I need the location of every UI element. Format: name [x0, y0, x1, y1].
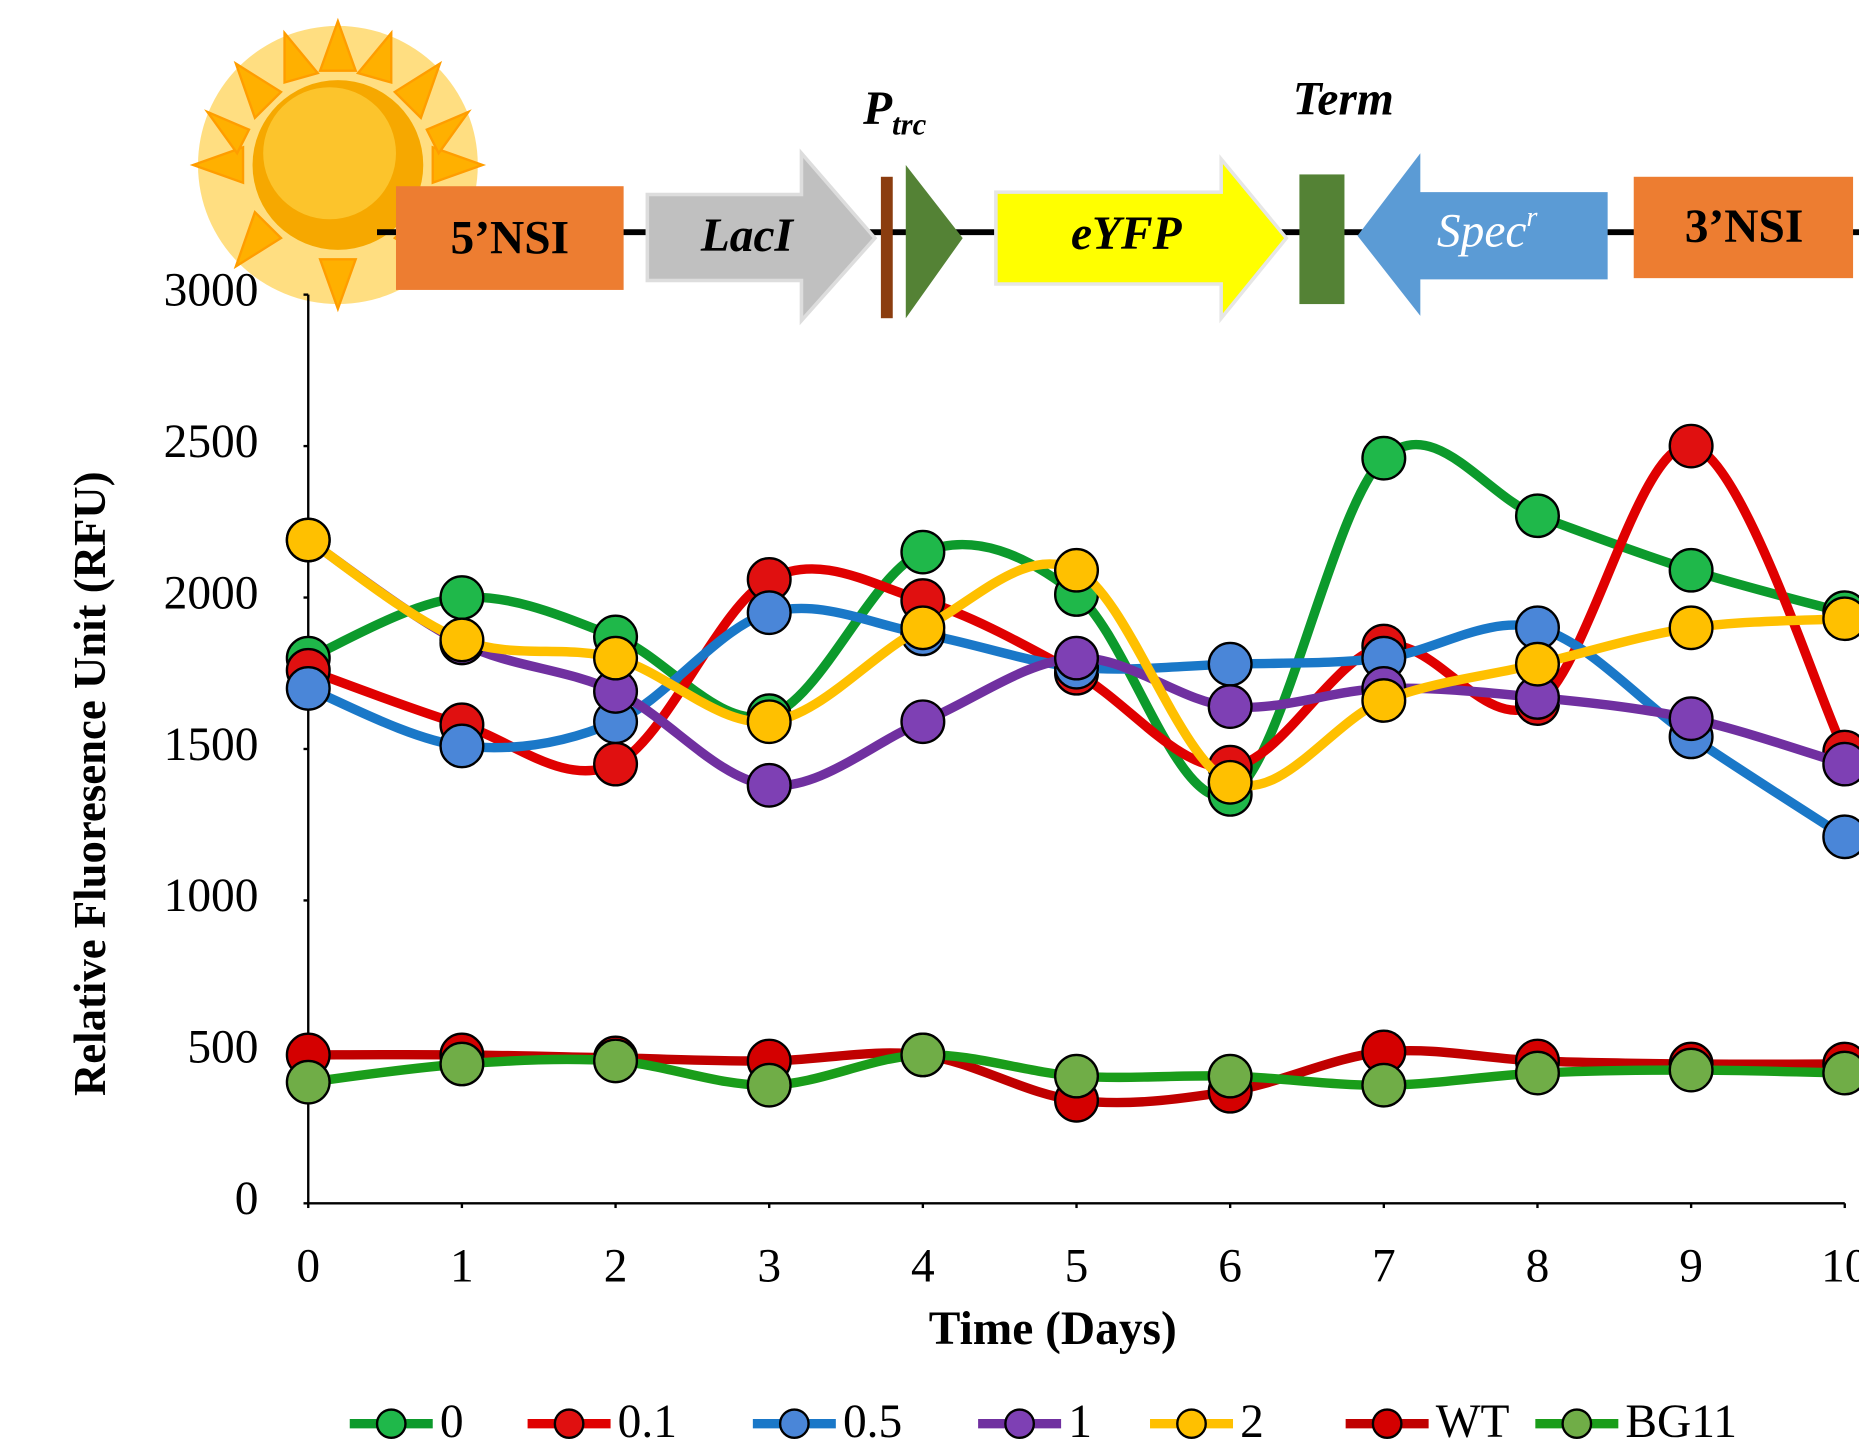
data-point: [1670, 1049, 1713, 1091]
legend-label: 2: [1240, 1396, 1264, 1448]
data-point: [902, 531, 945, 573]
data-point: [1516, 643, 1559, 685]
data-point: [287, 519, 330, 561]
data-point: [902, 701, 945, 743]
legend-marker: [1177, 1410, 1205, 1438]
marker-sup: r: [1526, 202, 1538, 233]
data-point: [1209, 1055, 1252, 1097]
legend-label: 0.1: [618, 1396, 677, 1448]
spacer: [881, 177, 893, 318]
y-tick-label: 0: [235, 1173, 259, 1225]
x-tick-label: 2: [604, 1240, 628, 1292]
data-point: [441, 725, 484, 767]
data-point: [748, 1064, 791, 1106]
data-point: [1670, 607, 1713, 649]
data-point: [902, 1034, 945, 1076]
x-tick-label: 4: [911, 1240, 935, 1292]
y-tick-label: 1500: [164, 719, 259, 771]
x-tick-label: 1: [450, 1240, 474, 1292]
series: [287, 591, 1859, 858]
promoter-text: P: [862, 83, 893, 135]
legend-marker: [555, 1410, 583, 1438]
data-point: [1209, 761, 1252, 803]
x-tick-label: 6: [1218, 1240, 1242, 1292]
part-label: eYFP: [1071, 208, 1183, 260]
data-point: [1670, 697, 1713, 739]
x-tick-label: 8: [1526, 1240, 1550, 1292]
y-tick-label: 2500: [164, 416, 259, 468]
part-label: 3’NSI: [1685, 201, 1804, 253]
data-point: [748, 701, 791, 743]
terminator-label: Term: [1293, 74, 1394, 126]
data-point: [594, 1040, 637, 1082]
legend-label: 0.5: [843, 1396, 902, 1448]
terminator-shape: [1299, 174, 1344, 304]
legend-marker: [1563, 1410, 1591, 1438]
data-point: [1670, 549, 1713, 591]
data-point: [1055, 637, 1098, 679]
part-label: 5’NSI: [451, 213, 570, 265]
legend-marker: [1005, 1410, 1033, 1438]
data-point: [441, 576, 484, 618]
legend-marker: [780, 1410, 808, 1438]
data-point: [441, 1043, 484, 1085]
data-point: [902, 607, 945, 649]
data-point: [748, 591, 791, 633]
series: [287, 437, 1859, 816]
part-label: LacI: [700, 210, 795, 262]
y-tick-label: 3000: [164, 265, 259, 317]
y-tick-label: 2000: [164, 567, 259, 619]
data-point: [1516, 495, 1559, 537]
legend-marker: [1373, 1410, 1401, 1438]
marker-label: Specr: [1437, 202, 1539, 258]
promoter-sub: trc: [892, 107, 927, 141]
data-point: [1823, 816, 1859, 858]
legend-label: 1: [1068, 1396, 1092, 1448]
data-point: [1209, 643, 1252, 685]
x-tick-label: 9: [1679, 1240, 1703, 1292]
data-point: [1362, 679, 1405, 721]
x-axis-label: Time (Days): [929, 1303, 1177, 1355]
data-point: [748, 764, 791, 806]
data-point: [1209, 685, 1252, 727]
data-point: [1362, 1064, 1405, 1106]
data-point: [287, 667, 330, 709]
page: {"construct":{"parts":["5’NSI","LacI","e…: [0, 0, 1859, 1452]
data-point: [1670, 425, 1713, 467]
y-tick-label: 1000: [164, 870, 259, 922]
x-tick-label: 7: [1372, 1240, 1396, 1292]
x-tick-label: 5: [1065, 1240, 1089, 1292]
data-point: [287, 1061, 330, 1103]
y-axis-label: Relative Fluoresence Unit (RFU): [65, 471, 115, 1096]
data-point: [1362, 437, 1405, 479]
x-tick-label: 10: [1821, 1240, 1859, 1292]
data-point: [441, 619, 484, 661]
data-point: [1055, 1055, 1098, 1097]
data-point: [1823, 743, 1859, 785]
marker-text: Spec: [1437, 206, 1527, 258]
chart: 5’NSI LacI eYFP 3’NSI Ptrc Term Specr Ti…: [0, 0, 1859, 1452]
legend-marker: [377, 1410, 405, 1438]
data-point: [1516, 1052, 1559, 1094]
promoter-label: Ptrc: [862, 83, 927, 141]
series: [287, 1034, 1859, 1107]
x-tick-label: 0: [296, 1240, 320, 1292]
data-point: [594, 637, 637, 679]
data-point: [1823, 598, 1859, 640]
data-point: [1823, 1052, 1859, 1094]
data-point: [594, 743, 637, 785]
x-tick-label: 3: [757, 1240, 781, 1292]
data-point: [1055, 549, 1098, 591]
promoter-shape: [906, 165, 963, 318]
legend-label: WT: [1436, 1396, 1510, 1448]
y-tick-label: 500: [187, 1022, 258, 1074]
legend-label: BG11: [1625, 1396, 1737, 1448]
legend-label: 0: [440, 1396, 464, 1448]
